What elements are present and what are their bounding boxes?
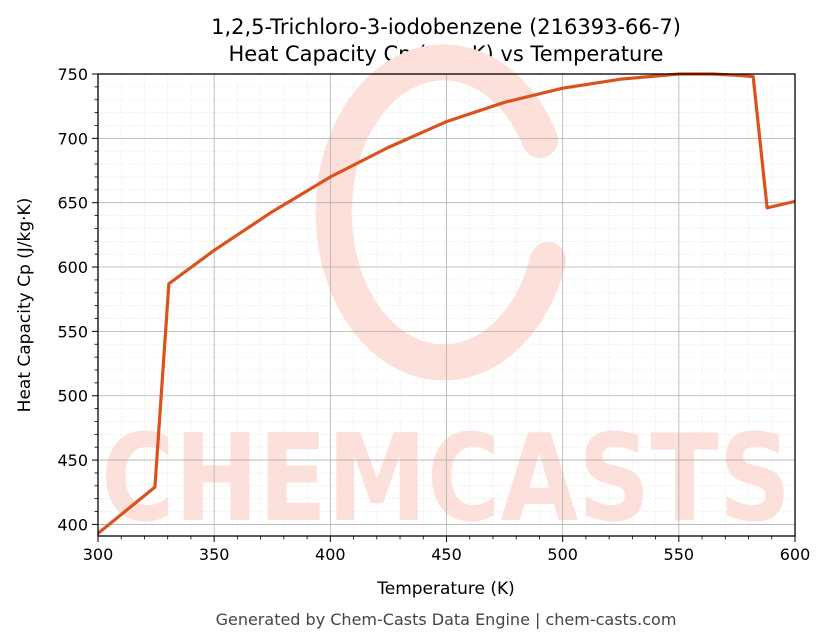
- y-tick-label: 750: [57, 65, 88, 84]
- series-line-0: [98, 72, 795, 536]
- y-tick-label: 500: [57, 387, 88, 406]
- y-tick-label: 700: [57, 129, 88, 148]
- footer-credit: Generated by Chem-Casts Data Engine | ch…: [216, 610, 677, 629]
- y-tick-label: 450: [57, 451, 88, 470]
- x-tick-label: 300: [83, 545, 114, 564]
- y-axis-label: Heat Capacity Cp (J/kg·K): [15, 198, 35, 413]
- ticks-layer: 300 350 400 450 500 550 600 400 450 500 550 600 650 7…: [57, 65, 810, 564]
- x-tick-label: 350: [199, 545, 230, 564]
- watermark-logo-ring: [315, 44, 566, 381]
- x-tick-label: 400: [315, 545, 346, 564]
- y-tick-label: 400: [57, 515, 88, 534]
- watermark-text: CHEMCASTS: [101, 410, 791, 549]
- chart-title: 1,2,5-Trichloro-3-iodobenzene (216393-66…: [211, 15, 681, 39]
- y-tick-label: 550: [57, 322, 88, 341]
- x-axis-label: Temperature (K): [376, 579, 515, 599]
- series-layer: [98, 72, 795, 536]
- watermark: CHEMCASTS: [101, 44, 791, 549]
- x-tick-label: 450: [431, 545, 462, 564]
- x-tick-label: 550: [664, 545, 695, 564]
- plot-frame: [97, 73, 796, 537]
- y-tick-label: 650: [57, 194, 88, 213]
- x-tick-label: 500: [547, 545, 578, 564]
- y-tick-label: 600: [57, 258, 88, 277]
- x-tick-label: 600: [780, 545, 811, 564]
